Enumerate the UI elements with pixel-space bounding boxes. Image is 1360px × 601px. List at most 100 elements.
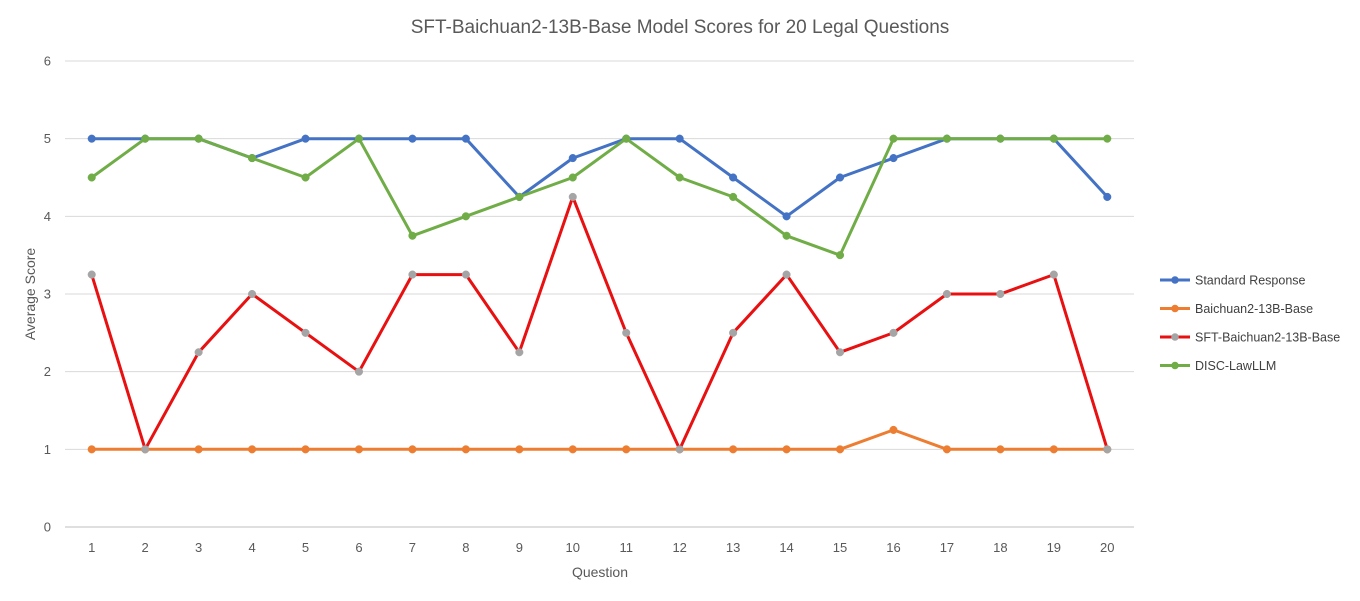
x-tick-label: 13	[726, 540, 740, 555]
data-point	[782, 445, 791, 454]
data-point	[248, 289, 257, 299]
series-line	[90, 428, 1109, 451]
y-tick-label: 3	[44, 287, 51, 302]
data-point	[835, 445, 845, 454]
x-tick-label: 3	[195, 540, 202, 555]
chart-title: SFT-Baichuan2-13B-Base Model Scores for …	[411, 17, 950, 38]
data-point	[1103, 445, 1112, 454]
data-point	[461, 134, 470, 143]
y-tick-label: 1	[44, 442, 51, 457]
data-point	[729, 192, 738, 201]
y-tick-label: 4	[44, 209, 51, 224]
data-point	[1049, 445, 1058, 454]
y-tick-label: 6	[44, 54, 51, 69]
data-point	[87, 134, 96, 143]
legend-label: Baichuan2-13B-Base	[1195, 302, 1313, 316]
data-point	[248, 445, 257, 454]
data-point	[354, 367, 364, 376]
series-disc-lawllm	[87, 134, 1112, 260]
data-point	[782, 212, 791, 221]
data-point	[248, 154, 257, 163]
x-tick-label: 2	[142, 540, 149, 555]
x-axis-ticks: 1 2 3 4 5 6 7 8 9 10 11 12 13 14 15 16 17 18 19 20	[88, 540, 1114, 555]
data-point	[1049, 270, 1058, 279]
data-point	[675, 173, 684, 182]
legend-item: Baichuan2-13B-Base	[1160, 302, 1313, 316]
data-point	[1103, 192, 1112, 201]
y-axis-ticks: 0 1 2 3 4 5 6	[44, 54, 51, 535]
data-point	[729, 445, 738, 454]
data-point	[194, 134, 203, 143]
legend-marker	[1171, 361, 1179, 370]
series-line	[90, 137, 1109, 218]
data-point	[461, 445, 470, 454]
legend-item: DISC-LawLLM	[1160, 359, 1276, 373]
legend-label: DISC-LawLLM	[1195, 359, 1276, 373]
data-point	[889, 425, 898, 434]
data-point	[622, 328, 631, 337]
y-axis-label: Average Score	[22, 248, 38, 341]
data-point	[301, 328, 310, 337]
data-point	[568, 173, 577, 182]
y-tick-label: 5	[44, 131, 51, 146]
data-point	[301, 134, 310, 143]
x-tick-label: 19	[1047, 540, 1061, 555]
x-tick-label: 10	[566, 540, 580, 555]
series-sft-baichuan2-13b-base	[87, 192, 1112, 454]
data-point	[408, 231, 417, 240]
data-point	[782, 270, 791, 279]
x-tick-label: 14	[779, 540, 793, 555]
data-point	[301, 445, 310, 454]
series-line	[90, 137, 1109, 257]
legend-label: SFT-Baichuan2-13B-Base	[1195, 331, 1340, 345]
data-point	[675, 445, 684, 454]
data-point	[194, 348, 203, 357]
data-point	[87, 173, 96, 182]
data-point	[408, 445, 417, 454]
data-point	[942, 445, 951, 454]
data-point	[87, 445, 96, 454]
x-tick-label: 7	[409, 540, 416, 555]
y-tick-label: 2	[44, 364, 51, 379]
series-group	[87, 134, 1112, 454]
data-point	[782, 231, 791, 240]
legend-item: Standard Response	[1160, 274, 1306, 288]
data-point	[141, 134, 150, 143]
x-tick-label: 1	[88, 540, 95, 555]
x-tick-label: 12	[672, 540, 686, 555]
data-point	[1049, 134, 1058, 143]
data-point	[622, 134, 631, 143]
legend-item: SFT-Baichuan2-13B-Base	[1160, 331, 1340, 345]
data-point	[301, 173, 310, 182]
data-point	[889, 328, 898, 337]
x-tick-label: 9	[516, 540, 523, 555]
data-point	[835, 173, 845, 182]
data-point	[408, 270, 417, 279]
data-point	[408, 134, 417, 143]
x-tick-label: 6	[355, 540, 362, 555]
legend-marker	[1171, 304, 1179, 313]
data-point	[996, 134, 1005, 143]
y-tick-label: 0	[44, 520, 51, 535]
data-point	[729, 173, 738, 182]
data-point	[835, 251, 845, 260]
data-point	[942, 289, 951, 299]
data-point	[568, 154, 577, 163]
data-point	[194, 445, 203, 454]
legend-marker	[1171, 276, 1179, 284]
data-point	[835, 348, 845, 357]
x-tick-label: 20	[1100, 540, 1114, 555]
data-point	[141, 445, 150, 454]
legend: Standard Response Baichuan2-13B-Base SFT-B…	[1160, 274, 1340, 373]
data-point	[515, 445, 524, 454]
data-point	[87, 270, 96, 279]
data-point	[354, 445, 364, 454]
data-point	[568, 445, 577, 454]
data-point	[889, 134, 898, 143]
series-baichuan2-13b-base	[87, 425, 1112, 454]
legend-label: Standard Response	[1195, 274, 1306, 288]
data-point	[675, 134, 684, 143]
legend-marker	[1171, 333, 1179, 341]
